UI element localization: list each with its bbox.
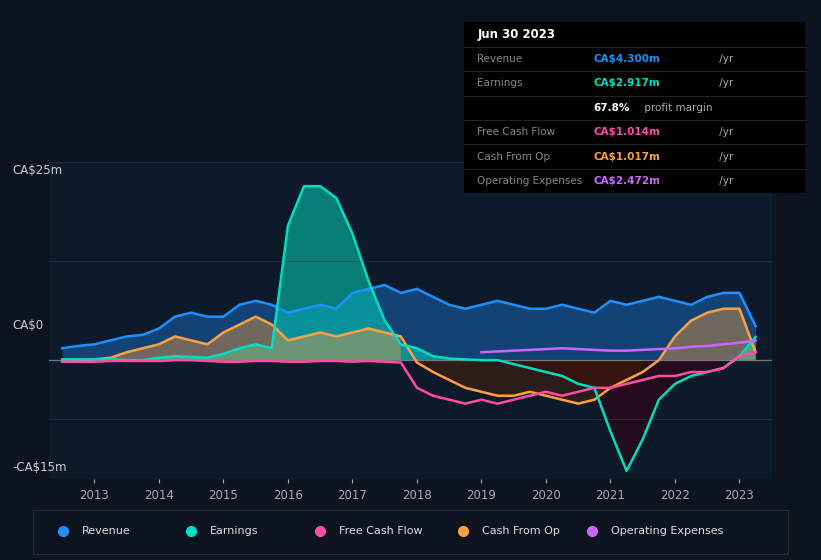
Text: /yr: /yr: [716, 78, 733, 88]
Text: Revenue: Revenue: [82, 526, 131, 536]
Text: /yr: /yr: [716, 54, 733, 64]
Text: Earnings: Earnings: [478, 78, 523, 88]
Text: Earnings: Earnings: [210, 526, 259, 536]
Text: Operating Expenses: Operating Expenses: [478, 176, 583, 186]
Text: /yr: /yr: [716, 127, 733, 137]
Text: Jun 30 2023: Jun 30 2023: [478, 28, 556, 41]
Text: CA$0: CA$0: [12, 319, 44, 333]
Text: Free Cash Flow: Free Cash Flow: [339, 526, 422, 536]
Text: /yr: /yr: [716, 176, 733, 186]
Text: CA$2.472m: CA$2.472m: [594, 176, 660, 186]
Text: CA$2.917m: CA$2.917m: [594, 78, 660, 88]
Text: /yr: /yr: [716, 152, 733, 162]
Text: Operating Expenses: Operating Expenses: [611, 526, 723, 536]
Text: -CA$15m: -CA$15m: [12, 461, 67, 474]
Text: Cash From Op: Cash From Op: [482, 526, 560, 536]
Text: CA$1.017m: CA$1.017m: [594, 152, 660, 162]
Text: CA$25m: CA$25m: [12, 164, 62, 178]
Text: CA$1.014m: CA$1.014m: [594, 127, 660, 137]
Text: Cash From Op: Cash From Op: [478, 152, 551, 162]
Text: Revenue: Revenue: [478, 54, 523, 64]
Text: CA$4.300m: CA$4.300m: [594, 54, 660, 64]
Text: Free Cash Flow: Free Cash Flow: [478, 127, 556, 137]
Text: profit margin: profit margin: [641, 103, 713, 113]
Text: 67.8%: 67.8%: [594, 103, 630, 113]
